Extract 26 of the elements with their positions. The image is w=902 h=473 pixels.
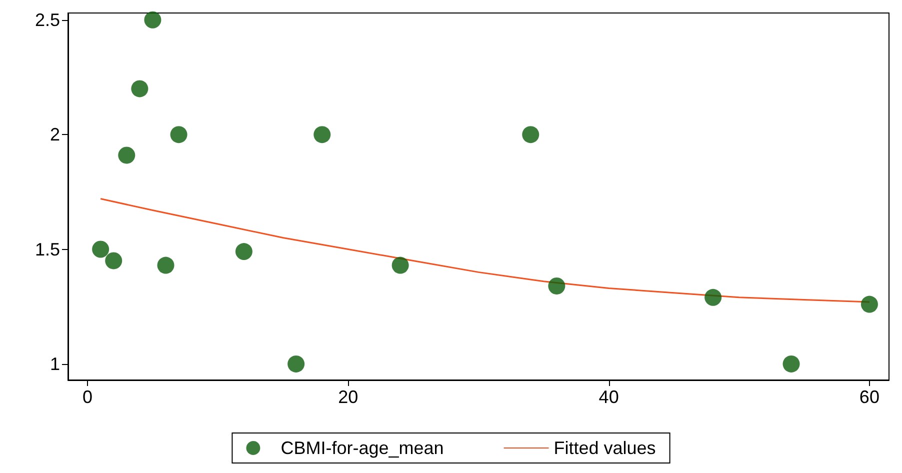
point xyxy=(860,296,878,313)
legend-label: Fitted values xyxy=(554,438,656,458)
point xyxy=(782,355,800,372)
legend-label: CBMI-for-age_mean xyxy=(280,438,444,458)
point xyxy=(118,146,136,164)
point xyxy=(235,243,252,260)
point xyxy=(105,252,122,270)
point xyxy=(314,126,331,144)
point xyxy=(144,11,162,28)
x-tick-label: 60 xyxy=(859,387,880,407)
y-tick-label: 1.5 xyxy=(34,239,60,260)
x-tick-label: 0 xyxy=(82,387,93,407)
point xyxy=(131,80,148,98)
x-tick-label: 40 xyxy=(598,387,619,407)
point xyxy=(704,288,722,306)
y-tick-label: 2.5 xyxy=(34,10,60,30)
y-tick-label: 2 xyxy=(50,124,60,145)
point xyxy=(157,256,174,274)
point xyxy=(522,126,540,144)
x-tick-label: 20 xyxy=(338,387,358,407)
point xyxy=(392,256,409,274)
y-tick-label: 1 xyxy=(50,354,60,374)
point xyxy=(170,126,188,144)
point xyxy=(548,277,566,294)
point xyxy=(288,355,305,372)
point xyxy=(92,240,110,258)
